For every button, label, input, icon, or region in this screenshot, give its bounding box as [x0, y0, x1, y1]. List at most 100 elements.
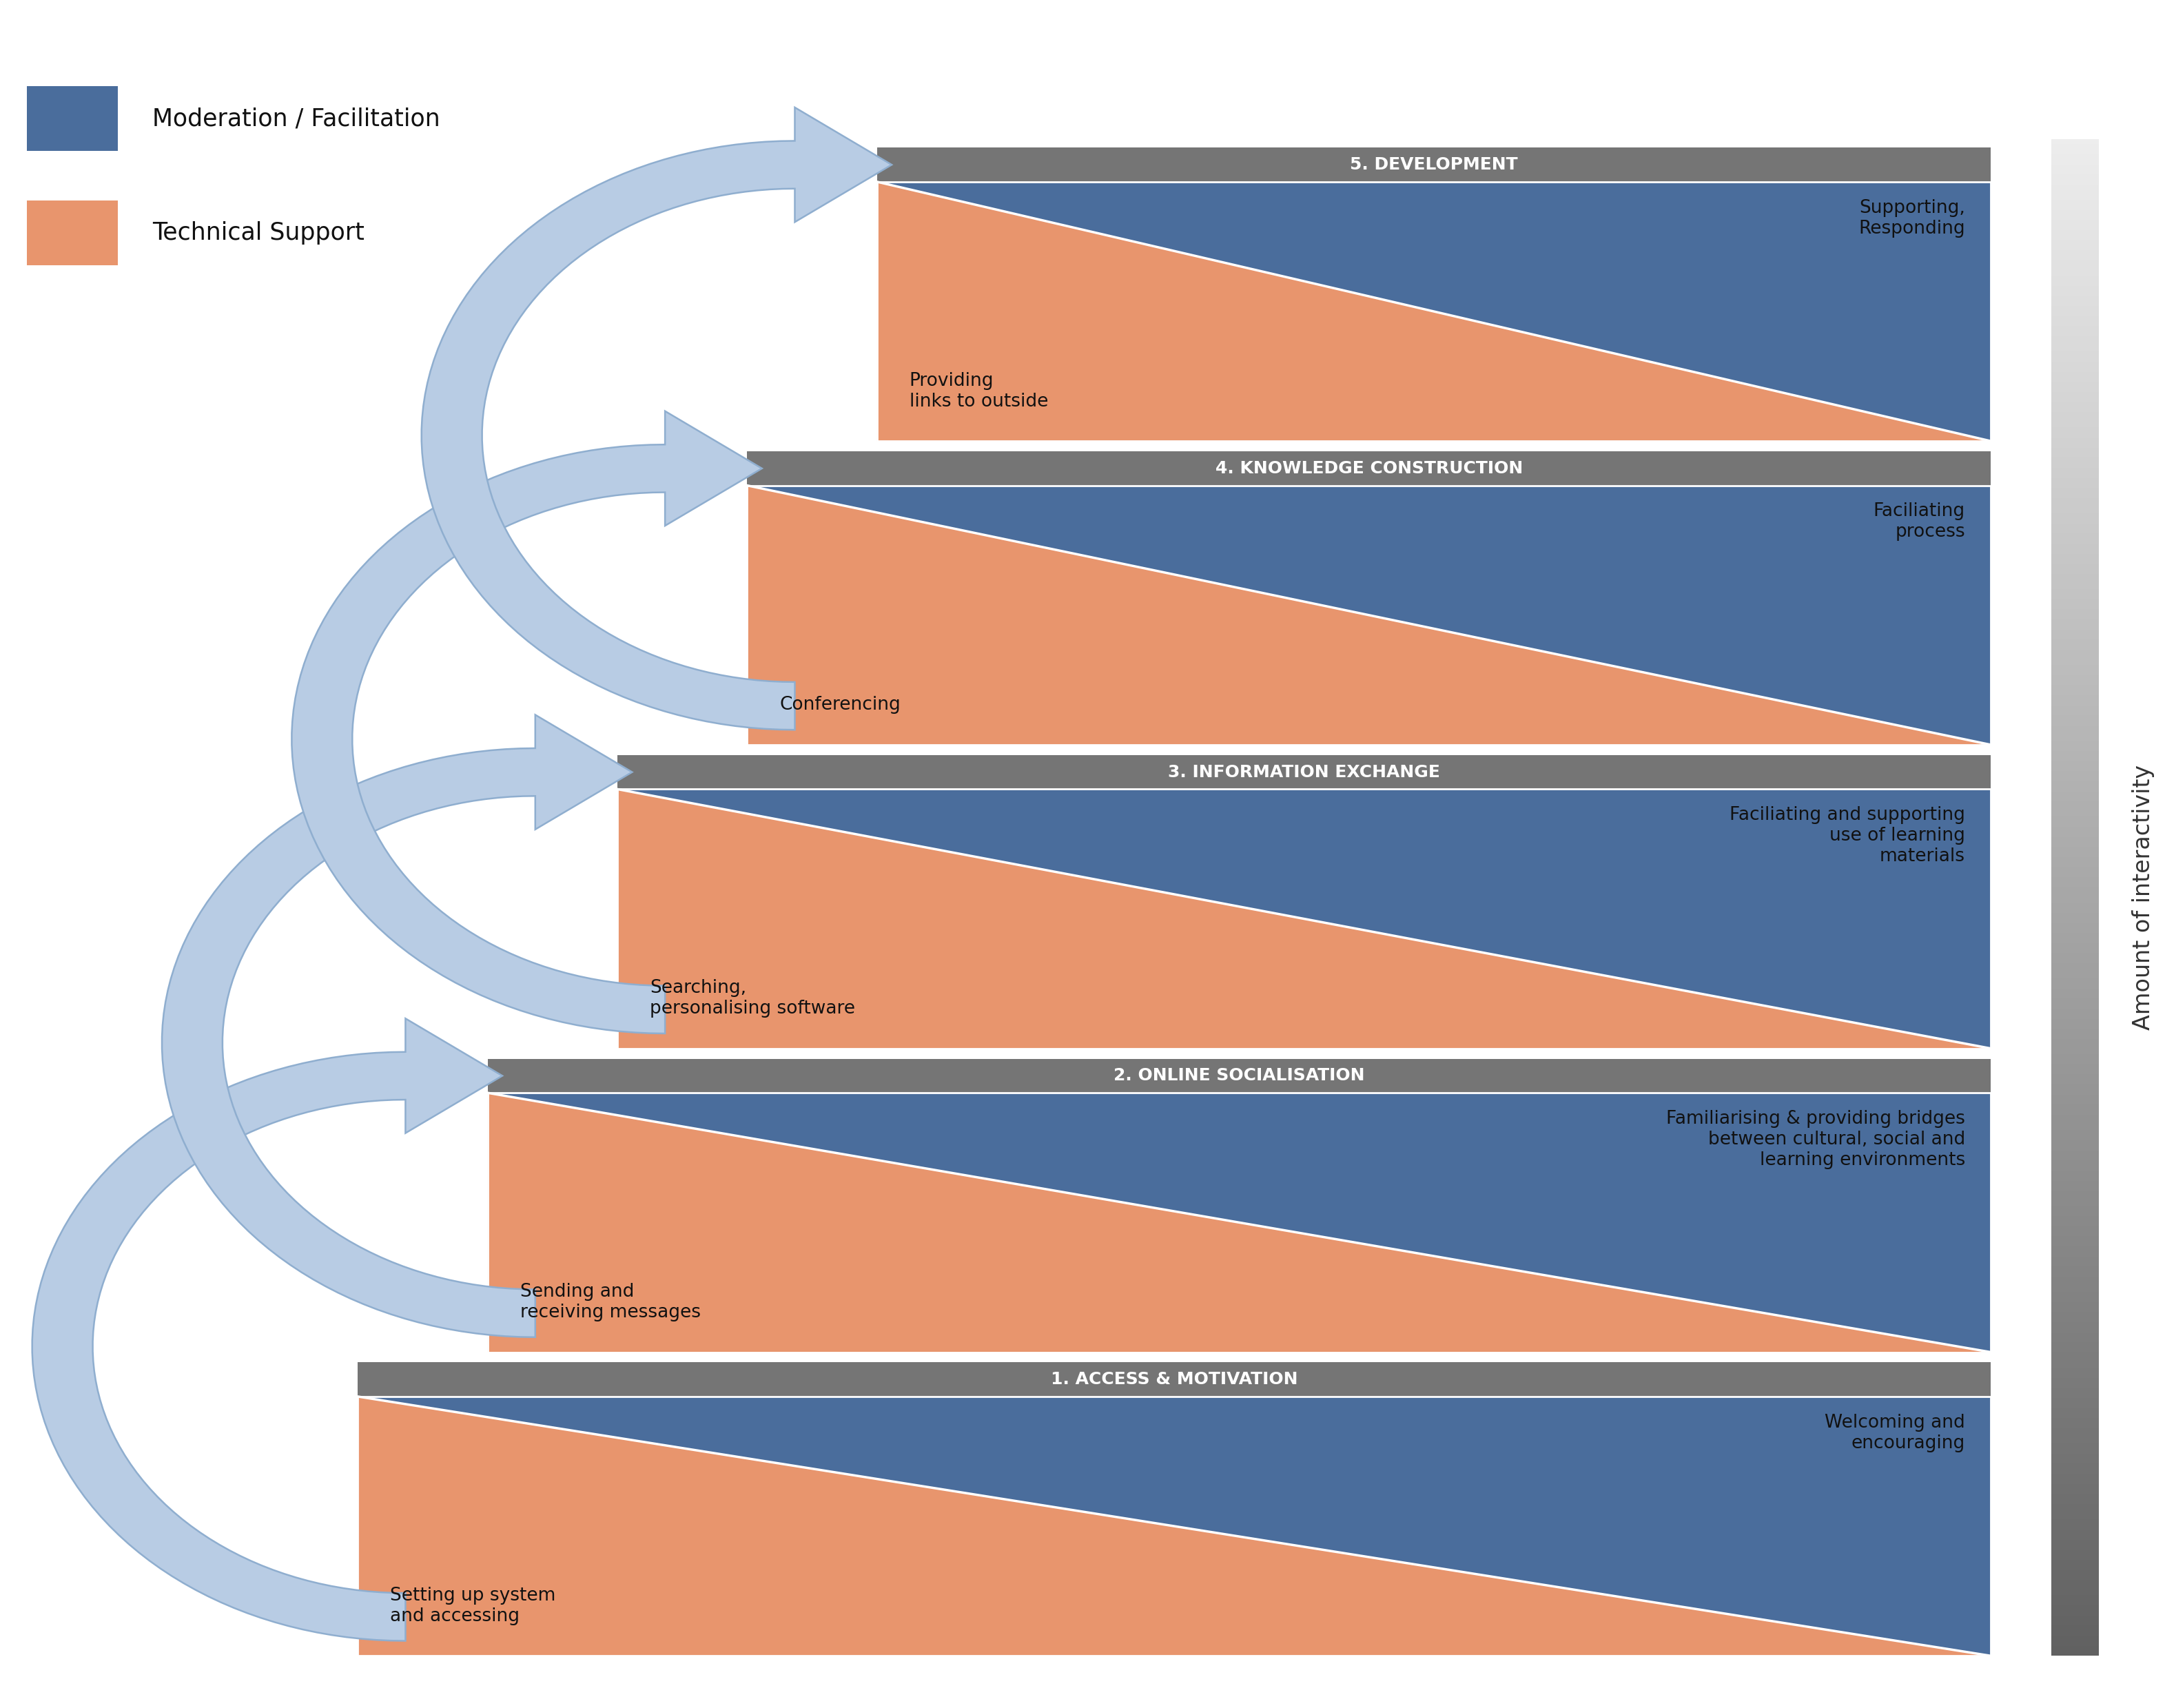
Text: Faciliating
process: Faciliating process	[1873, 502, 1966, 541]
Text: Setting up system
and accessing: Setting up system and accessing	[390, 1587, 556, 1624]
Bar	[2052, 210, 2100, 215]
Bar	[2052, 1126, 2100, 1131]
Text: Moderation / Facilitation: Moderation / Facilitation	[152, 108, 439, 130]
Bar	[2052, 806, 2100, 811]
Bar	[2052, 241, 2100, 246]
Bar	[2052, 225, 2100, 231]
Bar	[2052, 927, 2100, 933]
Bar	[2052, 917, 2100, 922]
Bar	[2052, 1554, 2100, 1559]
Bar	[2052, 295, 2100, 301]
Bar	[2052, 801, 2100, 806]
Bar	[2052, 1399, 2100, 1402]
Bar	[2052, 1090, 2100, 1095]
Bar	[2052, 1474, 2100, 1479]
Bar	[2052, 1033, 2100, 1038]
Bar	[2052, 685, 2100, 690]
Bar	[2052, 716, 2100, 721]
Bar	[2052, 680, 2100, 685]
Bar	[2052, 752, 2100, 757]
Bar	[2052, 958, 2100, 963]
Bar	[2052, 514, 2100, 518]
Bar	[2052, 1054, 2100, 1059]
PathPatch shape	[422, 108, 892, 729]
Bar	[2052, 1281, 2100, 1286]
Bar	[2052, 770, 2100, 775]
Bar	[2052, 822, 2100, 827]
Bar	[2052, 1221, 2100, 1226]
Bar	[2052, 1510, 2100, 1515]
Bar	[2052, 979, 2100, 984]
Bar	[2052, 1206, 2100, 1211]
Bar	[2052, 174, 2100, 179]
Text: Searching,
personalising software: Searching, personalising software	[649, 979, 855, 1018]
Bar	[2052, 922, 2100, 927]
Bar	[2052, 1100, 2100, 1105]
Bar	[2052, 1267, 2100, 1272]
Bar	[2052, 605, 2100, 610]
Polygon shape	[747, 485, 1992, 745]
Bar	[2052, 159, 2100, 164]
Bar	[2052, 1484, 2100, 1489]
Bar	[2052, 1505, 2100, 1510]
Bar	[2052, 458, 2100, 463]
Bar	[2052, 256, 2100, 261]
Text: Conferencing: Conferencing	[779, 697, 901, 714]
Bar	[2052, 1257, 2100, 1262]
Bar	[2052, 1616, 2100, 1621]
Bar	[2052, 1301, 2100, 1307]
Bar	[2052, 659, 2100, 664]
Bar	[2052, 1358, 2100, 1363]
Polygon shape	[487, 1093, 1992, 1353]
Bar	[877, 181, 1992, 441]
Bar	[2052, 357, 2100, 362]
Bar	[2052, 1621, 2100, 1626]
Bar	[2052, 1606, 2100, 1611]
Bar	[2052, 1038, 2100, 1044]
PathPatch shape	[162, 714, 632, 1337]
Bar	[2052, 494, 2100, 499]
Bar	[2052, 184, 2100, 190]
Bar	[2052, 1565, 2100, 1570]
Bar	[2052, 757, 2100, 762]
Bar	[2052, 1262, 2100, 1267]
Bar	[2052, 1423, 2100, 1428]
Bar	[2052, 442, 2100, 447]
Bar	[2052, 1201, 2100, 1206]
Bar	[357, 1363, 1992, 1397]
Bar	[2052, 1004, 2100, 1009]
Bar	[2052, 1247, 2100, 1252]
Bar	[2052, 1378, 2100, 1383]
Text: 3. INFORMATION EXCHANGE: 3. INFORMATION EXCHANGE	[1169, 763, 1440, 781]
Bar	[2052, 523, 2100, 528]
Bar	[2052, 837, 2100, 842]
Bar	[2052, 1353, 2100, 1358]
Bar	[2052, 1095, 2100, 1100]
Bar	[2052, 447, 2100, 453]
Bar	[2052, 231, 2100, 236]
Bar	[2052, 246, 2100, 251]
Bar	[2052, 649, 2100, 654]
Bar	[2052, 538, 2100, 543]
Bar	[2052, 1136, 2100, 1141]
Bar	[2052, 499, 2100, 504]
Bar	[2052, 1231, 2100, 1237]
Bar	[2052, 827, 2100, 832]
Bar	[2052, 1534, 2100, 1539]
Bar	[2052, 705, 2100, 711]
Bar	[2052, 388, 2100, 391]
Bar	[2052, 164, 2100, 169]
Bar	[2052, 1272, 2100, 1276]
Bar	[2052, 1549, 2100, 1554]
Bar	[2052, 933, 2100, 938]
Bar	[2052, 1525, 2100, 1529]
Bar	[2052, 1185, 2100, 1190]
Bar	[2052, 1520, 2100, 1525]
Bar	[2052, 1641, 2100, 1647]
Text: Supporting,
Responding: Supporting, Responding	[1858, 198, 1966, 237]
Text: Sending and
receiving messages: Sending and receiving messages	[520, 1283, 701, 1322]
Polygon shape	[877, 181, 1992, 441]
Bar	[2052, 635, 2100, 640]
Polygon shape	[617, 789, 1992, 1049]
Bar	[2052, 984, 2100, 989]
